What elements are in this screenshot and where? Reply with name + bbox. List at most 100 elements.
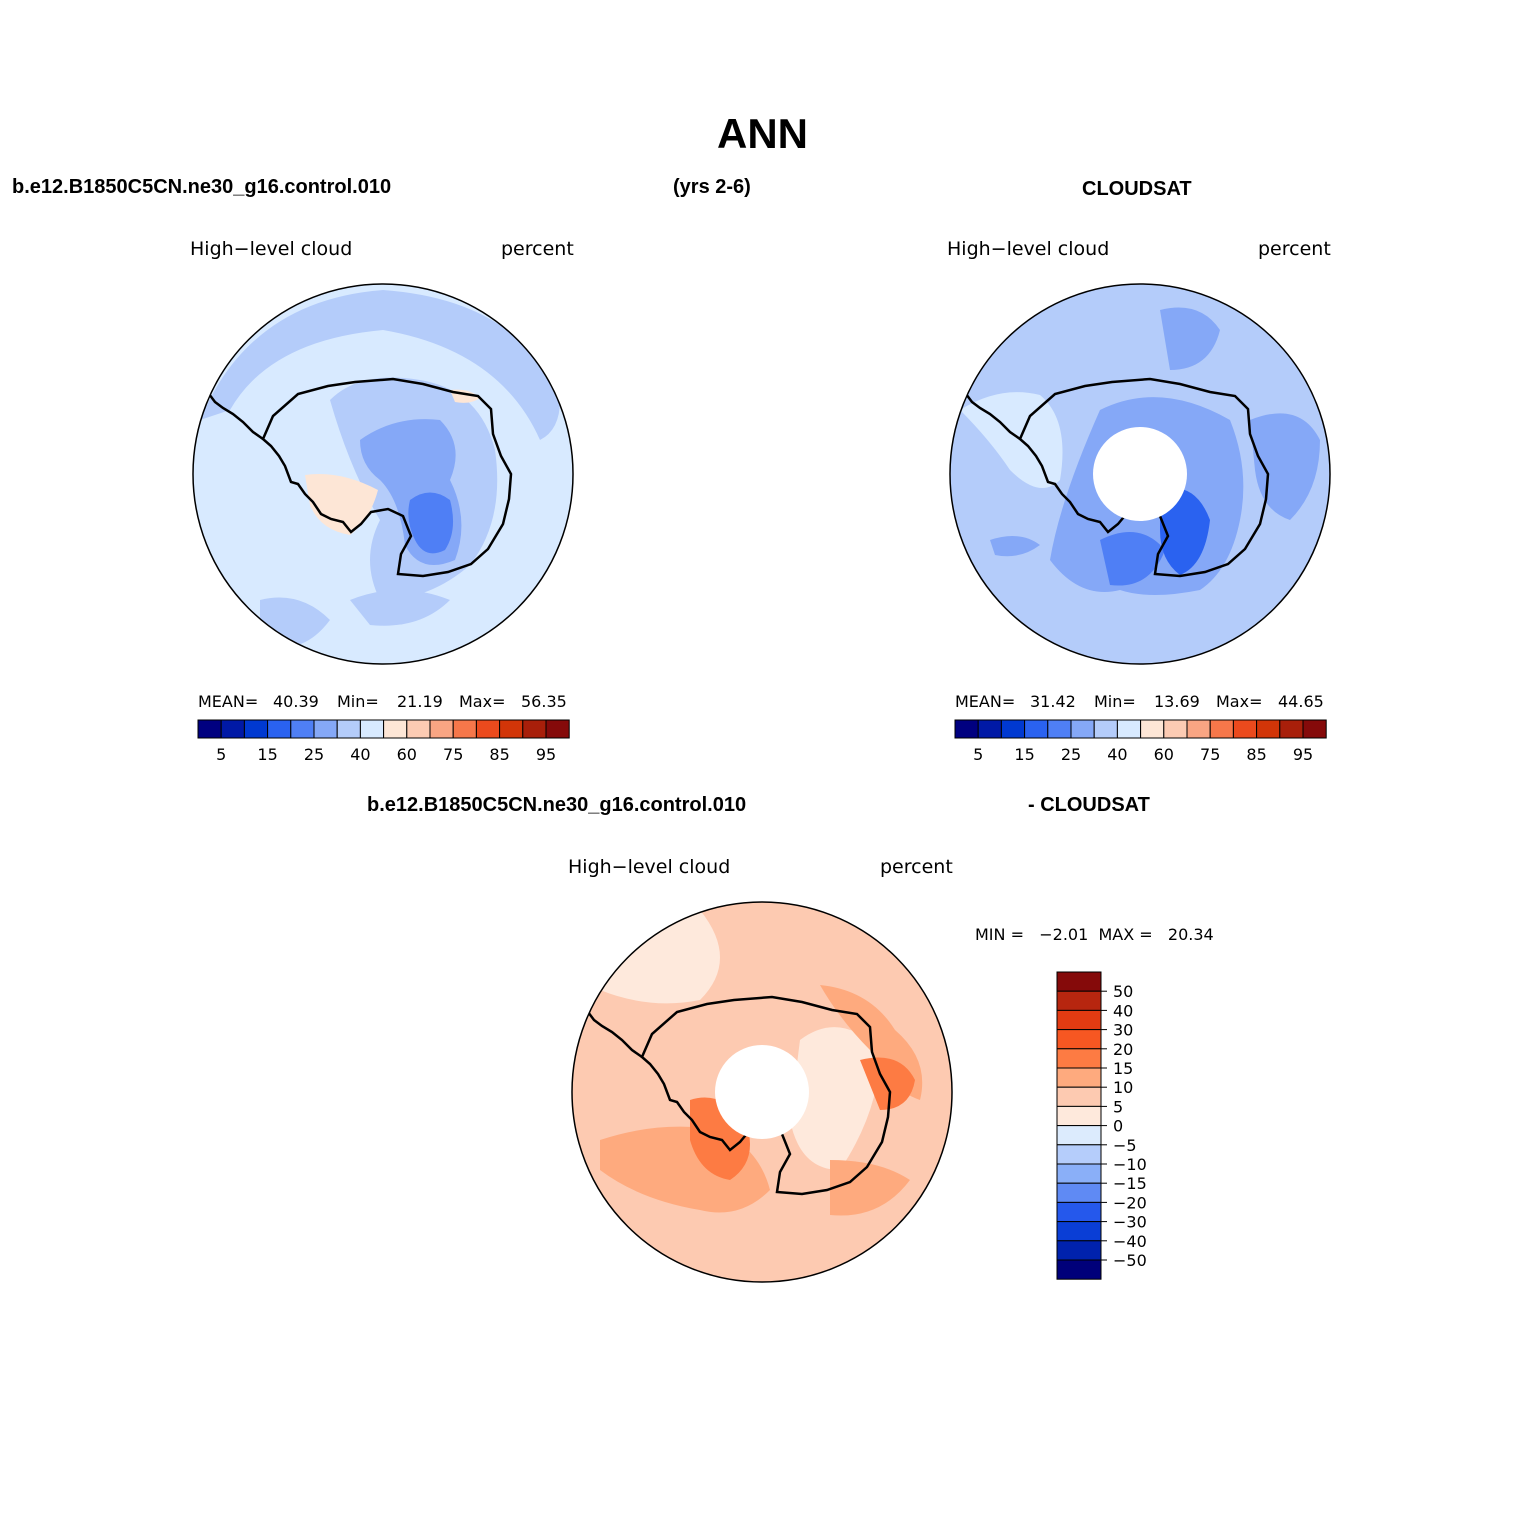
figure-title: ANN: [717, 110, 808, 157]
obs-colorbar-box: [1186, 719, 1211, 739]
obs-colorbar-box: [1024, 719, 1049, 739]
model-colorbar-box: [429, 719, 454, 739]
diff-colorbar-box: [1056, 1105, 1102, 1127]
model-map-outline: [192, 283, 574, 665]
model-colorbar-box: [383, 719, 408, 739]
diff-min-max: MIN = −2.01 MAX = 20.34: [975, 925, 1214, 944]
diff-colorbar-tick-label: −40: [1113, 1232, 1147, 1251]
model-colorbar-tick-label: 5: [216, 745, 226, 764]
obs-colorbar-box: [1232, 719, 1258, 739]
obs-max-label: Max=: [1216, 692, 1263, 711]
case-name-header: b.e12.B1850C5CN.ne30_g16.control.010: [12, 176, 392, 198]
diff-colorbar-tick-label: −15: [1113, 1174, 1147, 1193]
model-colorbar: 5 15 25 40 60 75 85 95: [197, 719, 570, 764]
diff-colorbar-tick-label: −30: [1113, 1213, 1147, 1232]
diff-colorbar-tick-label: 15: [1113, 1059, 1133, 1078]
obs-colorbar-box: [1070, 719, 1095, 739]
obs-colorbar-box: [1279, 719, 1304, 739]
model-colorbar-box: [197, 719, 222, 739]
diff-colorbar-tick-label: −20: [1113, 1193, 1147, 1212]
obs-colorbar-box: [1047, 719, 1072, 739]
model-colorbar-box: [452, 719, 477, 739]
obs-colorbar-box: [954, 719, 979, 739]
obs-colorbar-tick-label: 75: [1200, 745, 1220, 764]
obs-colorbar-box: [1256, 719, 1281, 739]
diff-colorbar-tick-label: 5: [1113, 1097, 1123, 1116]
diff-map-outline: [571, 901, 953, 1283]
diff-colorbar-box: [1056, 1086, 1102, 1107]
diff-title-right: - CLOUDSAT: [1028, 794, 1150, 816]
diff-colorbar-tick-label: 20: [1113, 1040, 1133, 1059]
model-colorbar-tick-label: 95: [536, 745, 556, 764]
obs-mean-label: MEAN=: [955, 692, 1016, 711]
diff-colorbar-box: [1056, 1029, 1102, 1050]
diff-colorbar-box: [1056, 1240, 1102, 1261]
diff-title-left: b.e12.B1850C5CN.ne30_g16.control.010: [367, 794, 747, 816]
obs-colorbar-box: [1302, 719, 1327, 739]
model-colorbar-tick-label: 75: [443, 745, 463, 764]
obs-colorbar-box: [1163, 719, 1188, 739]
model-mean-label: MEAN=: [198, 692, 259, 711]
obs-min-label: Min=: [1094, 692, 1136, 711]
diff-colorbar-box: [1056, 1067, 1102, 1088]
diff-colorbar-box: [1056, 1259, 1102, 1280]
obs-colorbar-box: [1000, 719, 1026, 739]
model-min-value: 21.19: [397, 692, 443, 711]
obs-colorbar: 5 15 25 40 60 75 85 95: [954, 719, 1327, 764]
obs-polar-map: [950, 284, 1330, 664]
diff-colorbar-box: [1056, 1144, 1102, 1165]
model-min-label: Min=: [337, 692, 379, 711]
model-colorbar-tick-label: 85: [489, 745, 509, 764]
model-colorbar-box: [290, 719, 315, 739]
model-colorbar-box: [406, 719, 431, 739]
diff-colorbar-tick-label: −5: [1113, 1136, 1137, 1155]
diff-colorbar-tick-label: 10: [1113, 1078, 1133, 1097]
model-max-label: Max=: [459, 692, 506, 711]
model-colorbar-box: [545, 719, 570, 739]
diff-colorbar-tick-label: 40: [1113, 1001, 1133, 1020]
diff-colorbar-tick-label: 50: [1113, 982, 1133, 1001]
obs-variable-label: High−level cloud: [947, 238, 1110, 260]
obs-colorbar-tick-label: 60: [1154, 745, 1174, 764]
obs-colorbar-tick-label: 95: [1293, 745, 1313, 764]
obs-units-label: percent: [1258, 238, 1331, 260]
obs-colorbar-box: [1209, 719, 1234, 739]
obs-colorbar-tick-label: 5: [973, 745, 983, 764]
model-colorbar-box: [475, 719, 501, 739]
diff-polar-map: [572, 902, 952, 1282]
model-colorbar-box: [243, 719, 269, 739]
model-polar-map: [193, 284, 573, 664]
obs-colorbar-tick-label: 15: [1014, 745, 1034, 764]
diff-units-label: percent: [880, 856, 953, 878]
model-colorbar-box: [267, 719, 292, 739]
diff-colorbar-box: [1056, 1163, 1102, 1184]
obs-colorbar-tick-label: 85: [1246, 745, 1266, 764]
model-mean-value: 40.39: [273, 692, 319, 711]
diff-colorbar-box: [1056, 1201, 1102, 1223]
diff-colorbar-box: [1056, 971, 1102, 992]
obs-colorbar-tick-label: 40: [1107, 745, 1127, 764]
obs-colorbar-box: [1116, 719, 1142, 739]
model-colorbar-box: [499, 719, 524, 739]
diff-colorbar-tick-label: 30: [1113, 1021, 1133, 1040]
obs-max-value: 44.65: [1278, 692, 1324, 711]
diff-colorbar-box: [1056, 1125, 1102, 1146]
diff-colorbar-box: [1056, 1048, 1102, 1069]
years-header: (yrs 2-6): [673, 176, 751, 198]
obs-name-header: CLOUDSAT: [1082, 178, 1192, 200]
diff-colorbar-box: [1056, 990, 1102, 1011]
diff-variable-label: High−level cloud: [568, 856, 731, 878]
model-colorbar-box: [522, 719, 547, 739]
diff-colorbar-tick-label: −10: [1113, 1155, 1147, 1174]
model-colorbar-box: [220, 719, 245, 739]
diff-colorbar-tick-label: −50: [1113, 1251, 1147, 1270]
obs-mean-value: 31.42: [1030, 692, 1076, 711]
model-colorbar-box: [313, 719, 338, 739]
obs-min-value: 13.69: [1154, 692, 1200, 711]
obs-colorbar-box: [1093, 719, 1118, 739]
model-variable-label: High−level cloud: [190, 238, 353, 260]
diff-colorbar-box: [1056, 1221, 1102, 1242]
diff-colorbar-box: [1056, 1182, 1102, 1203]
model-colorbar-tick-label: 25: [304, 745, 324, 764]
